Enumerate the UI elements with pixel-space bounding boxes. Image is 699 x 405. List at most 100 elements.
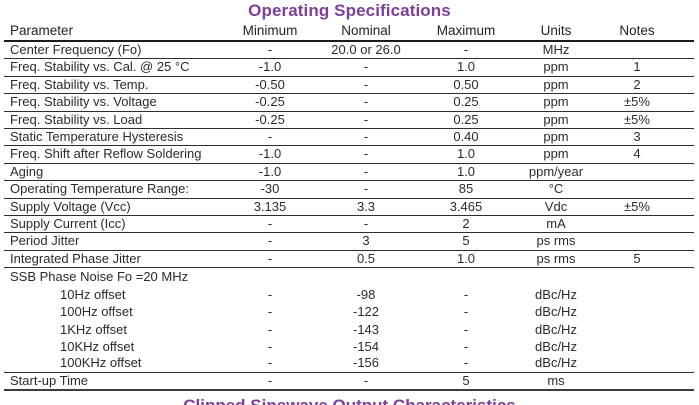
cell-parameter: 100Hz offset	[60, 304, 133, 320]
cell-minimum: -	[267, 286, 273, 302]
cell-minimum	[226, 268, 314, 286]
cell-filler	[676, 76, 694, 95]
cell-minimum: -	[226, 41, 314, 60]
cell-units: dBc/Hz	[535, 286, 577, 302]
spec-row: 100Hz offset - -122 - dBc/Hz	[4, 303, 694, 320]
cell-parameter: 100KHz offset	[4, 355, 226, 373]
cell-parameter: Freq. Stability vs. Temp.	[4, 76, 226, 95]
cell-parameter: Supply Voltage (Vcc)	[4, 198, 226, 217]
cell-units: mA	[514, 215, 598, 234]
column-header-nominal: Nominal	[314, 21, 418, 42]
cell-parameter: Freq. Stability vs. Load	[4, 111, 226, 130]
cell-minimum: -	[226, 215, 314, 234]
cell-nominal: 0.5	[314, 250, 418, 269]
cell-units: °C	[514, 180, 598, 199]
operating-specs-table: Parameter Minimum Nominal Maximum Units Notes…	[4, 21, 694, 392]
spec-row: Supply Voltage (Vcc) 3.135 3.3 3.465 Vdc ±5%	[4, 198, 694, 217]
column-header-filler	[676, 21, 694, 42]
cell-parameter: SSB Phase Noise Fo =20 MHz	[10, 269, 189, 285]
cell-nominal: -	[314, 372, 418, 392]
cell-nominal: -156	[314, 355, 418, 373]
cell-nominal: -	[314, 128, 418, 147]
cell-maximum: 5	[418, 372, 514, 392]
cell-units: ppm	[514, 111, 598, 130]
cell-filler	[676, 286, 694, 303]
cell-minimum: -1.0	[226, 163, 314, 182]
cell-filler	[676, 93, 694, 112]
cell-parameter: Freq. Stability vs. Voltage	[4, 93, 226, 112]
column-header-minimum: Minimum	[226, 21, 314, 42]
cell-nominal: -	[314, 163, 418, 182]
spec-row: Freq. Stability vs. Load -0.25-0.25 ppm ±5%	[4, 111, 694, 130]
cell-parameter: 1KHz offset	[60, 321, 127, 337]
cell-maximum: 0.25	[418, 111, 514, 130]
cell-parameter: Supply Current (Icc)	[4, 215, 226, 234]
cell-notes	[598, 163, 676, 182]
column-header-units: Units	[514, 21, 598, 42]
cell-nominal: -	[314, 93, 418, 112]
cell-parameter: Freq. Shift after Reflow Soldering	[4, 145, 226, 164]
cell-parameter: Start-up Time	[4, 372, 226, 392]
cell-notes	[598, 372, 676, 392]
cell-parameter: Freq. Stability vs. Cal. @ 25 °C	[4, 58, 226, 77]
cell-notes: 4	[598, 145, 676, 164]
cell-filler	[676, 58, 694, 77]
column-header-maximum: Maximum	[418, 21, 514, 42]
cell-maximum: 1.0	[418, 58, 514, 77]
cell-notes	[598, 180, 676, 199]
cell-filler	[676, 355, 694, 373]
table-header-row: Parameter Minimum Nominal Maximum Units Notes	[4, 21, 694, 42]
cell-minimum: -	[267, 321, 273, 337]
cell-minimum: -	[267, 338, 273, 354]
spec-row: Start-up Time - -5 ms	[4, 372, 694, 392]
cell-units: dBc/Hz	[535, 338, 577, 354]
spec-row: Freq. Stability vs. Cal. @ 25 °C -1.0-1.0…	[4, 58, 694, 77]
cell-units: Vdc	[514, 198, 598, 217]
cell-parameter: Aging	[4, 163, 226, 182]
cell-nominal: 20.0 or 26.0	[314, 41, 418, 60]
cell-notes	[598, 286, 676, 303]
cell-units: ppm	[514, 145, 598, 164]
spec-row: Integrated Phase Jitter -0.5 1.0 ps rms 5	[4, 250, 694, 269]
cell-notes: ±5%	[598, 93, 676, 112]
cell-maximum: -	[463, 286, 469, 302]
page-title: Operating Specifications	[248, 1, 451, 20]
cell-nominal: -	[314, 111, 418, 130]
cell-filler	[676, 41, 694, 60]
cell-nominal: -	[314, 76, 418, 95]
cell-minimum: -0.25	[226, 93, 314, 112]
cell-units: ppm	[514, 93, 598, 112]
cell-nominal: -143	[352, 321, 380, 337]
cell-filler	[676, 321, 694, 338]
cell-notes: ±5%	[598, 198, 676, 217]
column-header-notes: Notes	[598, 21, 676, 42]
cell-units: dBc/Hz	[535, 321, 577, 337]
cell-maximum: 5	[418, 232, 514, 251]
cell-maximum: -	[463, 321, 469, 337]
cell-minimum: -	[267, 304, 273, 320]
column-header-parameter: Parameter	[4, 21, 226, 42]
spec-row: 10KHz offset - -154 - dBc/Hz	[4, 338, 694, 355]
cell-filler	[676, 268, 694, 286]
cell-units: ps rms	[514, 250, 598, 269]
cell-minimum: -1.0	[226, 145, 314, 164]
cell-maximum: 3.465	[418, 198, 514, 217]
cell-maximum: -	[463, 304, 469, 320]
cell-minimum: -	[226, 128, 314, 147]
cell-minimum: -1.0	[226, 58, 314, 77]
cell-filler	[676, 232, 694, 251]
group-header-row: SSB Phase Noise Fo =20 MHz	[4, 268, 694, 286]
cell-filler	[676, 111, 694, 130]
cell-units: MHz	[514, 41, 598, 60]
cell-minimum: -	[226, 372, 314, 392]
cell-maximum: 2	[418, 215, 514, 234]
spec-row: Static Temperature Hysteresis - -0.40 ppm 3	[4, 128, 694, 147]
cell-nominal: 3	[314, 232, 418, 251]
cell-notes: 2	[598, 76, 676, 95]
cell-filler	[676, 338, 694, 355]
spec-row: 10Hz offset - -98 - dBc/Hz	[4, 286, 694, 303]
cell-nominal: -	[314, 145, 418, 164]
cell-parameter: Center Frequency (Fo)	[4, 41, 226, 60]
cell-parameter: 10KHz offset	[60, 338, 135, 354]
